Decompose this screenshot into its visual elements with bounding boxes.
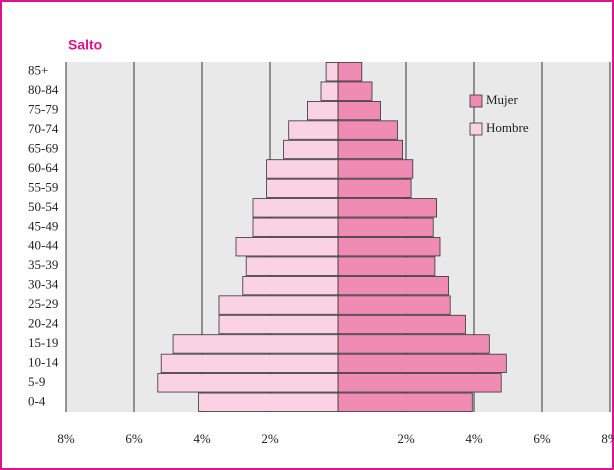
bar: [266, 178, 339, 199]
bar: [337, 353, 507, 374]
y-tick-label: 85+: [28, 63, 48, 78]
y-tick-label: 60-64: [28, 160, 59, 175]
bar: [306, 100, 339, 121]
bar: [283, 139, 339, 160]
plot-area: [66, 62, 610, 412]
y-tick-label: 50-54: [28, 199, 59, 214]
y-tick-label: 75-79: [28, 102, 58, 117]
bar: [235, 237, 339, 257]
x-tick-label: 8%: [57, 431, 75, 446]
bar: [218, 314, 339, 335]
bar: [288, 120, 339, 140]
y-tick-label: 40-44: [28, 238, 59, 253]
x-tick-label: 4%: [465, 431, 483, 446]
y-tick-label: 15-19: [28, 335, 58, 350]
x-tick-label: 8%: [601, 431, 614, 446]
bar: [266, 159, 339, 179]
y-tick-label: 35-39: [28, 257, 58, 272]
x-tick-label: 2%: [397, 431, 415, 446]
bar: [337, 120, 398, 140]
bar: [337, 139, 403, 160]
y-tick-label: 10-14: [28, 354, 59, 369]
bar: [245, 256, 339, 276]
x-tick-label: 4%: [193, 431, 211, 446]
bar: [198, 392, 339, 412]
bar: [252, 217, 339, 237]
bar: [325, 62, 339, 82]
y-tick-label: 70-74: [28, 121, 59, 136]
bar: [172, 334, 339, 354]
bar: [337, 81, 373, 101]
bar: [337, 198, 437, 218]
bar: [218, 295, 339, 315]
bar: [252, 198, 339, 218]
y-tick-label: 5-9: [28, 374, 45, 389]
legend-swatch: [469, 122, 483, 136]
bar: [337, 295, 451, 315]
x-tick-label: 6%: [533, 431, 551, 446]
bar: [242, 275, 339, 296]
bar: [337, 159, 414, 179]
bar: [337, 275, 449, 296]
bar: [337, 100, 381, 121]
y-tick-label: 20-24: [28, 315, 59, 330]
legend-label: Hombre: [486, 120, 529, 135]
legend-label: Mujer: [486, 92, 518, 107]
y-tick-label: 55-59: [28, 179, 58, 194]
y-tick-label: 45-49: [28, 218, 58, 233]
y-tick-label: 65-69: [28, 140, 58, 155]
bar: [337, 392, 473, 412]
x-tick-label: 6%: [125, 431, 143, 446]
legend-swatch: [469, 94, 483, 108]
y-tick-label: 30-34: [28, 277, 59, 292]
bar: [320, 81, 339, 101]
bar: [337, 237, 441, 257]
bar: [160, 353, 339, 374]
bar: [337, 373, 502, 393]
bar: [337, 178, 412, 199]
chart-title: Salto: [68, 37, 102, 53]
bar: [337, 62, 363, 82]
bar: [337, 314, 466, 335]
y-tick-label: 25-29: [28, 296, 58, 311]
bar: [337, 256, 436, 276]
y-tick-label: 0-4: [28, 393, 46, 408]
bar: [157, 373, 339, 393]
y-tick-label: 80-84: [28, 82, 59, 97]
bar: [337, 217, 434, 237]
x-tick-label: 2%: [261, 431, 279, 446]
bar: [337, 334, 490, 354]
